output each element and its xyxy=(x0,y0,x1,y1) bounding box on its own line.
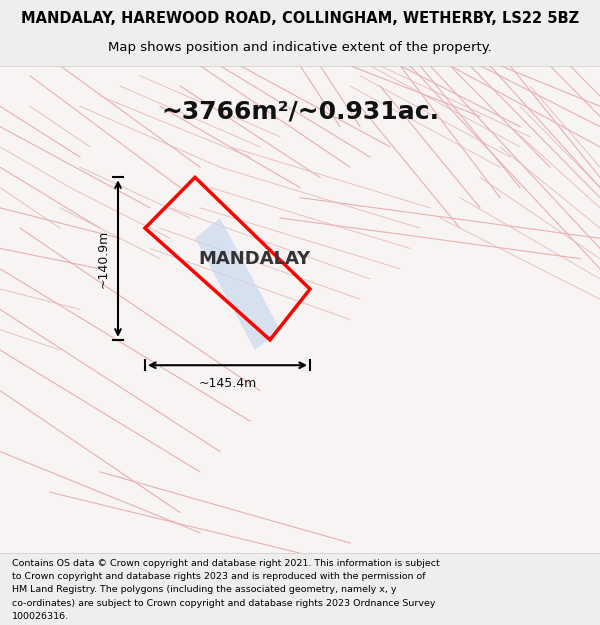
Text: MANDALAY: MANDALAY xyxy=(199,249,311,268)
Text: 100026316.: 100026316. xyxy=(12,612,69,621)
Text: ~145.4m: ~145.4m xyxy=(199,378,257,391)
Text: to Crown copyright and database rights 2023 and is reproduced with the permissio: to Crown copyright and database rights 2… xyxy=(12,572,425,581)
Text: MANDALAY, HAREWOOD ROAD, COLLINGHAM, WETHERBY, LS22 5BZ: MANDALAY, HAREWOOD ROAD, COLLINGHAM, WET… xyxy=(21,11,579,26)
Text: ~3766m²/~0.931ac.: ~3766m²/~0.931ac. xyxy=(161,99,439,123)
Polygon shape xyxy=(195,218,280,350)
Text: ~140.9m: ~140.9m xyxy=(97,229,110,288)
Text: Contains OS data © Crown copyright and database right 2021. This information is : Contains OS data © Crown copyright and d… xyxy=(12,559,440,568)
Text: co-ordinates) are subject to Crown copyright and database rights 2023 Ordnance S: co-ordinates) are subject to Crown copyr… xyxy=(12,599,436,608)
Text: HM Land Registry. The polygons (including the associated geometry, namely x, y: HM Land Registry. The polygons (includin… xyxy=(12,586,397,594)
Text: Map shows position and indicative extent of the property.: Map shows position and indicative extent… xyxy=(108,41,492,54)
FancyBboxPatch shape xyxy=(0,66,600,553)
